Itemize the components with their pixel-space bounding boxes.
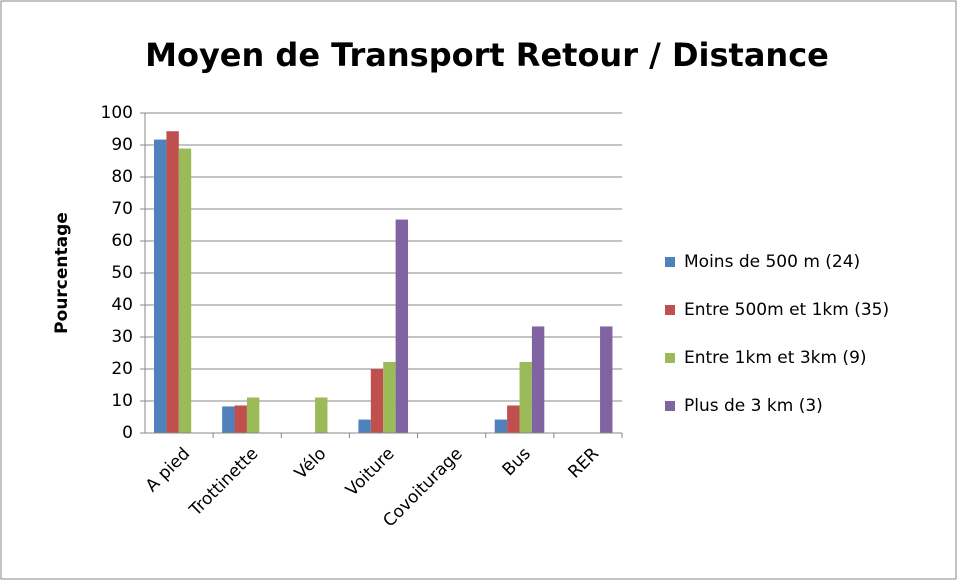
y-tick-label: 40	[111, 295, 133, 315]
legend-label: Plus de 3 km (3)	[684, 396, 823, 416]
bar	[222, 406, 235, 433]
legend-label: Entre 500m et 1km (35)	[684, 300, 889, 320]
y-tick-label: 50	[111, 263, 133, 283]
y-axis-label: Pourcentage	[52, 212, 72, 334]
legend-label: Moins de 500 m (24)	[684, 252, 860, 272]
legend-label: Entre 1km et 3km (9)	[684, 348, 867, 368]
legend-swatch	[665, 401, 675, 411]
bar	[383, 361, 396, 433]
y-tick-label: 80	[111, 167, 133, 187]
bar	[358, 419, 371, 433]
bar	[166, 131, 179, 434]
y-tick-label: 60	[111, 231, 133, 251]
bar	[234, 405, 247, 433]
bar	[395, 219, 409, 433]
bar	[531, 326, 545, 433]
bar	[246, 397, 260, 433]
y-tick-label: 0	[122, 423, 133, 443]
y-tick-label: 20	[111, 359, 133, 379]
bar	[494, 419, 508, 433]
bar	[519, 361, 532, 433]
y-tick-label: 70	[111, 199, 133, 219]
legend-swatch	[665, 257, 675, 267]
bar	[154, 139, 167, 433]
bar	[178, 148, 192, 433]
y-tick-label: 10	[111, 391, 133, 411]
legend-swatch	[665, 305, 675, 315]
y-tick-label: 30	[111, 327, 133, 347]
y-tick-label: 90	[111, 135, 133, 155]
chart-title: Moyen de Transport Retour / Distance	[145, 36, 829, 74]
bar	[507, 405, 520, 433]
bar	[315, 397, 328, 433]
y-tick-label: 100	[101, 103, 133, 123]
bar	[370, 369, 384, 433]
legend-swatch	[665, 353, 675, 363]
bar	[600, 326, 613, 433]
